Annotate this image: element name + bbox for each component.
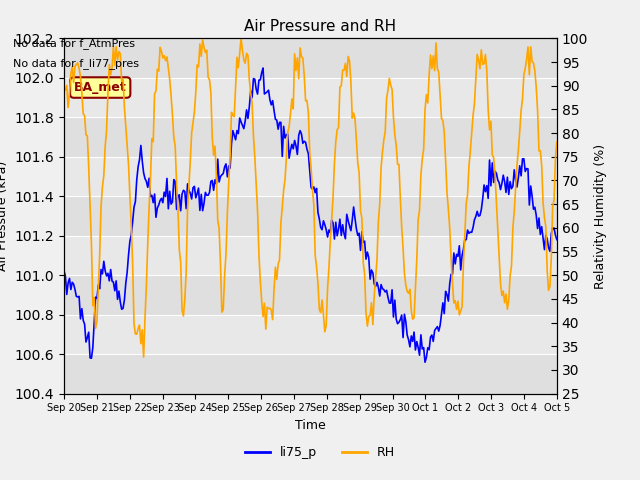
Bar — [64, 38, 557, 78]
Bar — [64, 196, 557, 236]
Text: Air Pressure and RH: Air Pressure and RH — [244, 19, 396, 34]
Y-axis label: Relativity Humidity (%): Relativity Humidity (%) — [593, 144, 607, 288]
Text: No data for f_li77_pres: No data for f_li77_pres — [13, 58, 139, 69]
Text: No data for f_AtmPres: No data for f_AtmPres — [13, 38, 135, 49]
Legend: li75_p, RH: li75_p, RH — [240, 441, 400, 464]
Y-axis label: Air Pressure (kPa): Air Pressure (kPa) — [0, 161, 9, 271]
X-axis label: Time: Time — [295, 419, 326, 432]
Bar — [64, 275, 557, 315]
Bar — [64, 117, 557, 157]
Text: BA_met: BA_met — [74, 81, 127, 94]
Bar — [64, 354, 557, 394]
